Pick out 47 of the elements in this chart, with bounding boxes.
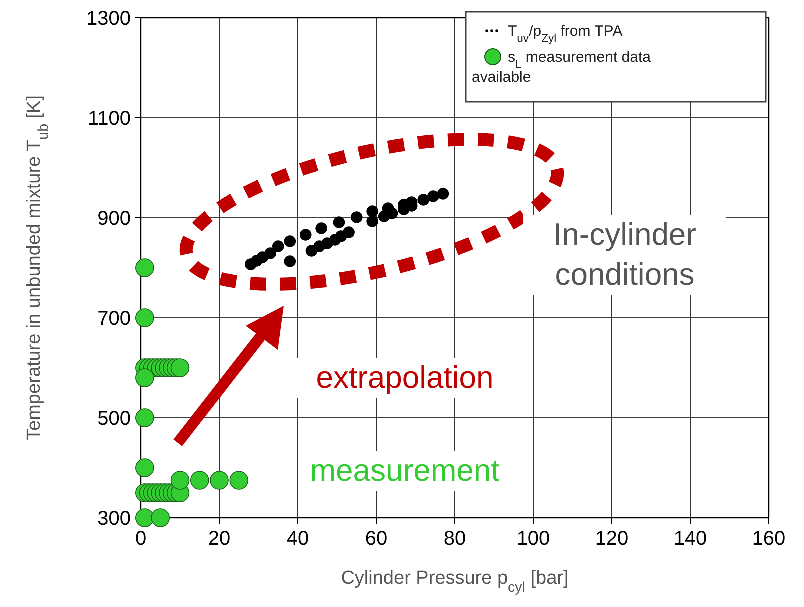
- x-tick-label: 120: [595, 528, 629, 550]
- point: [366, 216, 378, 228]
- y-tick-label: 900: [98, 208, 131, 230]
- y-tick-label: 500: [98, 408, 131, 430]
- point: [170, 358, 190, 378]
- y-tick-label: 1300: [86, 8, 131, 30]
- point: [230, 471, 249, 490]
- y-tick-label: 1100: [88, 108, 131, 130]
- x-tick-label: 0: [135, 528, 147, 550]
- point: [136, 458, 154, 478]
- x-tick-label: 140: [674, 528, 708, 550]
- point: [437, 188, 450, 200]
- point: [136, 408, 154, 428]
- point: [136, 508, 154, 528]
- point: [272, 240, 284, 252]
- annotation: extrapolation: [316, 360, 494, 395]
- point: [136, 368, 154, 388]
- annotation: In-cylinder conditions: [554, 217, 696, 292]
- x-axis-title: Cylinder Pressure p$_{cyl}$ [bar]: [341, 568, 569, 596]
- point: [418, 194, 430, 206]
- point: [136, 308, 154, 328]
- x-tick-label: 40: [286, 528, 310, 550]
- point: [284, 256, 296, 268]
- y-tick-label: 300: [98, 508, 131, 530]
- y-tick-label: 700: [98, 308, 131, 330]
- x-tick-label: 60: [365, 528, 388, 550]
- point: [300, 229, 312, 241]
- point: [210, 471, 229, 490]
- text: T$_{uv}$/p$_{Zyl}$ from TPA: [508, 23, 623, 45]
- point: [190, 471, 210, 490]
- x-tick-label: 160: [752, 528, 786, 550]
- annotation: measurement: [310, 453, 500, 488]
- x-tick-label: 100: [516, 528, 550, 550]
- point: [343, 226, 355, 238]
- point: [316, 222, 328, 234]
- point: [366, 206, 378, 218]
- point: [333, 216, 346, 228]
- point: [284, 236, 296, 248]
- point: [151, 508, 170, 528]
- point: [264, 248, 276, 260]
- point: [428, 190, 440, 202]
- x-tick-label: 80: [444, 528, 466, 550]
- point: [170, 471, 190, 490]
- point: [136, 258, 154, 278]
- x-tick-label: 20: [208, 528, 231, 550]
- legend-label: s$_{L}$ measurement data available: [472, 49, 652, 86]
- point: [350, 212, 363, 224]
